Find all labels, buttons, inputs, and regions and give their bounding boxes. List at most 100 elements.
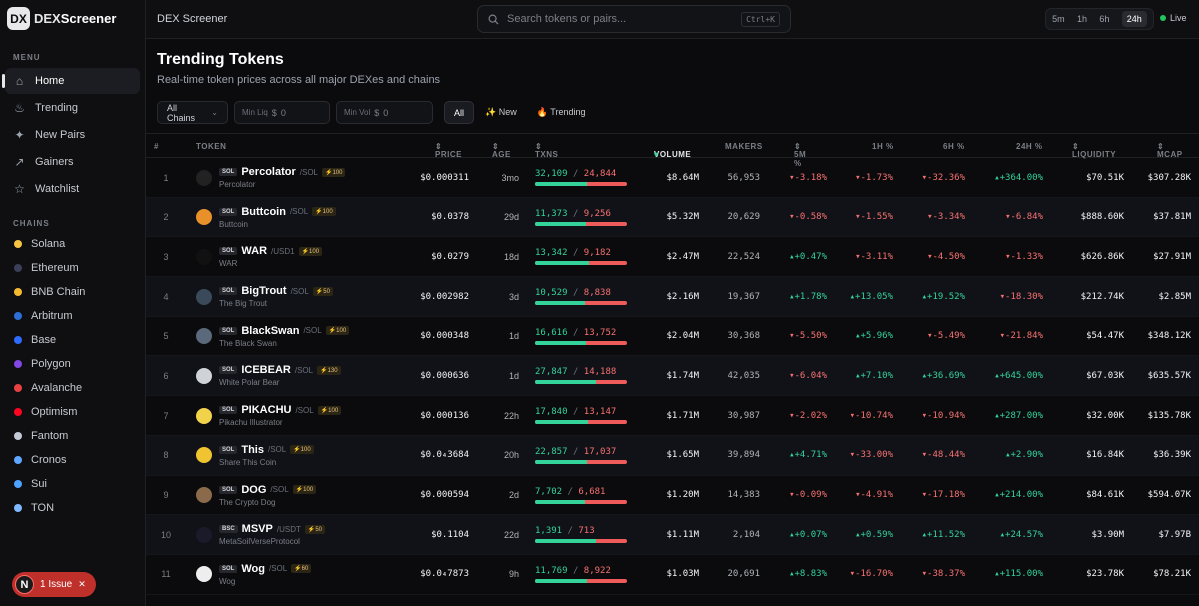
col-price[interactable]: PRICE ⇕ [435, 142, 462, 159]
sidebar-item-new-pairs[interactable]: ✦ New Pairs [5, 122, 140, 148]
token-symbol: PIKACHU [241, 404, 292, 417]
chain-list: Solana Ethereum BNB Chain Arbitrum Base Polyg… [5, 232, 140, 520]
chain-item-bnb-chain[interactable]: BNB Chain [5, 280, 140, 304]
col-makers[interactable]: MAKERS [725, 142, 763, 151]
change-5m-cell: ▴+0.47% [789, 251, 827, 262]
col-liquidity[interactable]: LIQUIDITY ⇕ [1072, 142, 1117, 159]
txns-cell: 32,109 / 24,844 [535, 158, 628, 197]
boost-badge: ⚡50 [304, 524, 326, 534]
token-cell[interactable]: SOL PIKACHU /SOL ⚡100 Pikachu Illustrato… [196, 396, 342, 435]
chain-item-ton[interactable]: TON [5, 496, 140, 520]
logo[interactable]: DX DEXScreener [7, 7, 116, 30]
quote-symbol: /SOL [268, 564, 288, 574]
col-5m[interactable]: 5M % ⇕ [794, 142, 807, 168]
price-cell: $0.000594 [420, 490, 469, 500]
sidebar-item-label: Trending [35, 102, 79, 114]
change-1h-cell: ▾-16.70% [849, 569, 893, 580]
chain-item-base[interactable]: Base [5, 328, 140, 352]
col-txns[interactable]: TXNS ⇕ [535, 142, 559, 159]
filter-pill[interactable]: ✨ New [485, 107, 517, 117]
sidebar-item-home[interactable]: ⌂ Home [2, 68, 140, 94]
table-row[interactable]: 3 SOL WAR /USD1 ⚡100 WAR $0.0279 18d 13,… [146, 237, 1199, 278]
quote-symbol: /USDT [276, 524, 301, 534]
search-input[interactable]: Search tokens or pairs... Ctrl+K [477, 5, 791, 33]
table-row[interactable]: 6 SOL ICEBEAR /SOL ⚡130 White Polar Bear… [146, 356, 1199, 397]
table-row[interactable]: 10 BSC MSVP /USDT ⚡50 MetaSoilVerseProto… [146, 515, 1199, 555]
table-row[interactable]: 7 SOL PIKACHU /SOL ⚡100 Pikachu Illustra… [146, 396, 1199, 436]
timeframe-1h[interactable]: 1h [1077, 14, 1088, 24]
close-icon[interactable]: ✕ [78, 579, 86, 589]
mcap-cell: $135.78K [1147, 410, 1191, 421]
chain-item-optimism[interactable]: Optimism [5, 400, 140, 424]
token-cell[interactable]: SOL ICEBEAR /SOL ⚡130 White Polar Bear [196, 356, 341, 395]
sells-count: 9,182 [583, 248, 611, 259]
chain-item-polygon[interactable]: Polygon [5, 352, 140, 376]
row-rank: 11 [161, 569, 171, 580]
quote-symbol: /SOL [270, 485, 289, 494]
chain-item-avalanche[interactable]: Avalanche [5, 376, 140, 400]
chain-tag: SOL [219, 287, 238, 296]
table-row[interactable]: 8 SOL This /SOL ⚡100 Share This Coin $0.… [146, 435, 1199, 476]
change-6h-cell: ▴+19.52% [921, 291, 965, 302]
mcap-cell: $27.91M [1153, 251, 1191, 262]
chain-item-arbitrum[interactable]: Arbitrum [5, 304, 140, 328]
col-token[interactable]: TOKEN [196, 142, 227, 151]
buys-count: 7,702 [535, 486, 563, 497]
token-cell[interactable]: SOL Wog /SOL ⚡60 Wog [196, 555, 312, 594]
txns-cell: 11,769 / 8,922 [535, 555, 628, 594]
chain-item-ethereum[interactable]: Ethereum [5, 256, 140, 280]
sidebar-item-watchlist[interactable]: ☆ Watchlist [5, 176, 140, 202]
price-cell: $0.0₄3684 [420, 450, 469, 461]
token-cell[interactable]: SOL Buttcoin /SOL ⚡100 Buttcoin [196, 198, 336, 237]
change-6h-cell: ▾-17.18% [921, 490, 965, 500]
liquidity-cell: $888.60K [1080, 212, 1124, 223]
topbar-title: DEX Screener [157, 13, 228, 25]
timeframe-24h[interactable]: 24h [1121, 11, 1147, 27]
issue-toast[interactable]: N 1 Issue ✕ [12, 572, 96, 597]
col-age[interactable]: AGE ⇕ [492, 142, 511, 159]
sidebar-item-trending[interactable]: ♨ Trending [5, 95, 140, 121]
token-cell[interactable]: BSC MSVP /USDT ⚡50 MetaSoilVerseProtocol [196, 515, 326, 554]
token-cell[interactable]: SOL BigTrout /SOL ⚡50 The Big Trout [196, 277, 333, 316]
chain-tag: BSC [219, 525, 238, 534]
table-row[interactable]: 4 SOL BigTrout /SOL ⚡50 The Big Trout $0… [146, 277, 1199, 317]
chain-label: Optimism [31, 406, 78, 418]
chain-item-fantom[interactable]: Fantom [5, 424, 140, 448]
table-row[interactable]: 5 SOL BlackSwan /SOL ⚡100 The Black Swan… [146, 317, 1199, 357]
table-row[interactable]: 11 SOL Wog /SOL ⚡60 Wog $0.0₄7873 9h 11,… [146, 555, 1199, 595]
token-avatar [196, 526, 212, 543]
col-24h[interactable]: 24H % [1016, 142, 1043, 151]
table-header: # TOKEN PRICE ⇕ AGE ⇕ TXNS ⇕ VOLUME ▾ MA… [146, 133, 1199, 168]
chain-tag: SOL [219, 366, 238, 375]
filter-pill[interactable]: All [444, 101, 475, 124]
min-vol-input[interactable]: Min Vol $ 0 [336, 101, 433, 124]
star-icon: ☆ [14, 182, 25, 196]
sells-count: 713 [578, 526, 595, 537]
col-6h[interactable]: 6H % [943, 142, 965, 151]
chain-logo-icon [14, 264, 22, 272]
min-vol-prefix: $ [374, 107, 380, 118]
liquidity-cell: $32.00K [1086, 410, 1124, 421]
col-1h[interactable]: 1H % [872, 142, 894, 151]
table-row[interactable]: 2 SOL Buttcoin /SOL ⚡100 Buttcoin $0.037… [146, 197, 1199, 238]
filter-bar: All Chains ⌄ Min Liq $ 0 Min Vol $ 0 All… [157, 101, 594, 124]
chain-item-cronos[interactable]: Cronos [5, 448, 140, 472]
sidebar-item-gainers[interactable]: ↗ Gainers [5, 149, 140, 175]
col-mcap[interactable]: MCAP ⇕ [1157, 142, 1183, 159]
timeframe-5m[interactable]: 5m [1052, 14, 1065, 24]
token-cell[interactable]: SOL WAR /USD1 ⚡100 WAR [196, 237, 323, 276]
min-liq-input[interactable]: Min Liq $ 0 [234, 101, 330, 124]
chain-select[interactable]: All Chains ⌄ [157, 101, 228, 124]
table-row[interactable]: 1 SOL Percolator /SOL ⚡100 Percolator $0… [146, 158, 1199, 198]
change-24h-cell: ▴+645.00% [994, 370, 1043, 381]
token-cell[interactable]: SOL This /SOL ⚡100 Share This Coin [196, 436, 314, 475]
token-cell[interactable]: SOL DOG /SOL ⚡100 The Crypto Dog [196, 476, 317, 515]
filter-pill[interactable]: 🔥 Trending [536, 107, 586, 117]
chain-item-sui[interactable]: Sui [5, 472, 140, 496]
token-cell[interactable]: SOL BlackSwan /SOL ⚡100 The Black Swan [196, 317, 350, 356]
table-row[interactable]: 9 SOL DOG /SOL ⚡100 The Crypto Dog $0.00… [146, 476, 1199, 516]
sells-count: 13,752 [583, 327, 617, 338]
token-cell[interactable]: SOL Percolator /SOL ⚡100 Percolator [196, 158, 346, 197]
timeframe-6h[interactable]: 6h [1099, 14, 1110, 24]
chain-item-solana[interactable]: Solana [5, 232, 140, 256]
